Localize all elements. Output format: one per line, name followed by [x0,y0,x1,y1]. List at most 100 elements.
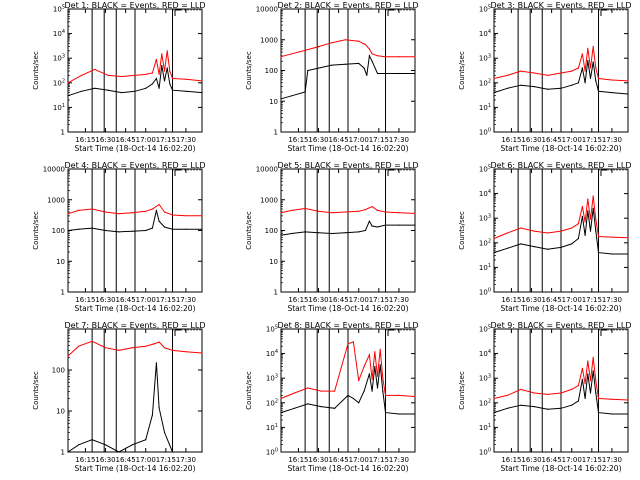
series-data-point [166,67,168,69]
series-data-point [595,230,597,232]
series-data-point [376,226,379,228]
x-tick-label: 17:00 [349,456,369,464]
series-data-point [398,56,400,58]
series-data-point [344,63,346,65]
series-data-point [344,232,346,234]
series-data-point [597,252,600,254]
y-tick-label: 10 [269,258,278,266]
series-data-point [107,89,109,91]
series-data-point [384,211,387,213]
series-data-point [581,205,584,208]
series-data-point [581,53,584,55]
series-data-point [151,208,153,210]
y-tick-exponent: 5 [488,165,491,171]
series-data-point [291,209,293,211]
x-tick-label: 17:15 [582,456,602,464]
series-data-point [533,392,535,394]
series-data-point [163,211,166,213]
x-tick-label: 17:00 [562,136,582,144]
series-data-point [169,83,171,85]
series-data-point [291,232,293,235]
series-data-point [577,223,580,225]
series-data-point [584,234,586,236]
series-data-point [611,79,613,81]
y-tick-label: 100 [265,227,278,235]
series-data-point [547,393,549,395]
series-data-point [376,72,379,75]
series-data-point [358,380,360,382]
y-axis-label: Counts/sec [32,371,40,410]
y-tick-exponent: 2 [488,238,491,244]
y-tick-label: 102 [479,398,491,407]
series-data-point [595,392,597,394]
y-tick-exponent: 1 [62,103,65,109]
series-data-point [145,229,147,232]
series-data-point [151,343,153,345]
series-data-point [363,390,365,392]
series-data-point [78,228,80,230]
series-data-point [506,394,508,396]
y-tick-exponent: 2 [275,398,278,404]
y-tick-exponent: 4 [62,29,65,35]
series-data-point [291,53,293,55]
y-axis-label: Counts/sec [245,371,253,410]
x-tick-label: 17:15 [369,296,389,304]
series-data-point [121,75,123,78]
x-tick-label: 16:15 [288,136,308,144]
series-data-point [331,212,333,214]
y-tick-label: 105 [266,325,278,334]
y-tick-exponent: 2 [62,78,65,84]
y-tick-exponent: 1 [275,423,278,429]
panel-title: Det 2: BLACK = Events, RED = LLD [278,1,419,10]
series-data-point [371,60,373,62]
series-data-point [334,407,336,409]
series-data-point [506,407,508,409]
series-data-point [151,72,153,74]
series-data-point [163,431,166,433]
y-tick-label: 100 [52,227,65,235]
y-tick-label: 10000 [256,166,278,174]
series-data-point [317,67,320,69]
series-data-point [201,215,203,217]
series-data-point [317,232,320,234]
series-data-point [571,404,573,406]
series-data-point [595,80,597,82]
series-data-point [506,247,508,249]
y-tick-exponent: 1 [488,103,491,109]
series-data-point [67,95,69,97]
y-tick-label: 105 [53,5,65,14]
inset-dotted-line [598,169,629,292]
panel-det-7: Det 7: BLACK = Events, RED = LLD Counts/s… [32,321,205,473]
x-tick-label: 16:30 [95,296,115,304]
panel-title: Det 1: BLACK = Events, RED = LLD [65,1,206,10]
x-tick-label: 17:00 [136,136,156,144]
y-tick-label: 10000 [256,6,278,14]
y-tick-label: 104 [479,349,491,358]
x-axis-label: Start Time (18-Oct-14 16:02:20) [287,144,408,153]
series-data-point [280,212,282,214]
y-tick-label: 102 [479,238,491,247]
x-tick-label: 16:15 [75,296,95,304]
x-tick-label: 16:30 [521,296,541,304]
series-data-point [520,227,522,229]
series-data-point [520,388,522,390]
series-data-point [493,77,495,80]
series-data-point [104,444,107,446]
series-data-point [398,72,400,75]
series-data-point [317,46,320,48]
x-tick-label: 16:15 [501,136,521,144]
y-tick-label: 104 [266,349,278,358]
y-tick-label: 103 [266,374,278,383]
series-data-point [364,43,366,46]
y-tick-label: 1000 [260,36,278,44]
series-data-point [307,69,309,72]
series-data-point [134,74,136,76]
series-data-point [587,47,589,50]
y-tick-label: 103 [479,374,491,383]
series-data-point [201,80,203,82]
y-tick-exponent: 1 [488,263,491,269]
series-data-point [584,383,586,385]
series-data-point [627,237,629,239]
y-axis-label: Counts/sec [32,51,40,90]
series-data-point [67,213,69,215]
